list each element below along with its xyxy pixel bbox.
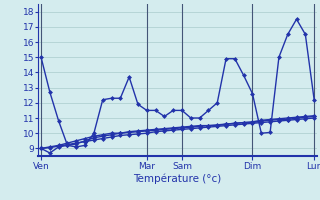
X-axis label: Température (°c): Température (°c): [133, 173, 222, 184]
